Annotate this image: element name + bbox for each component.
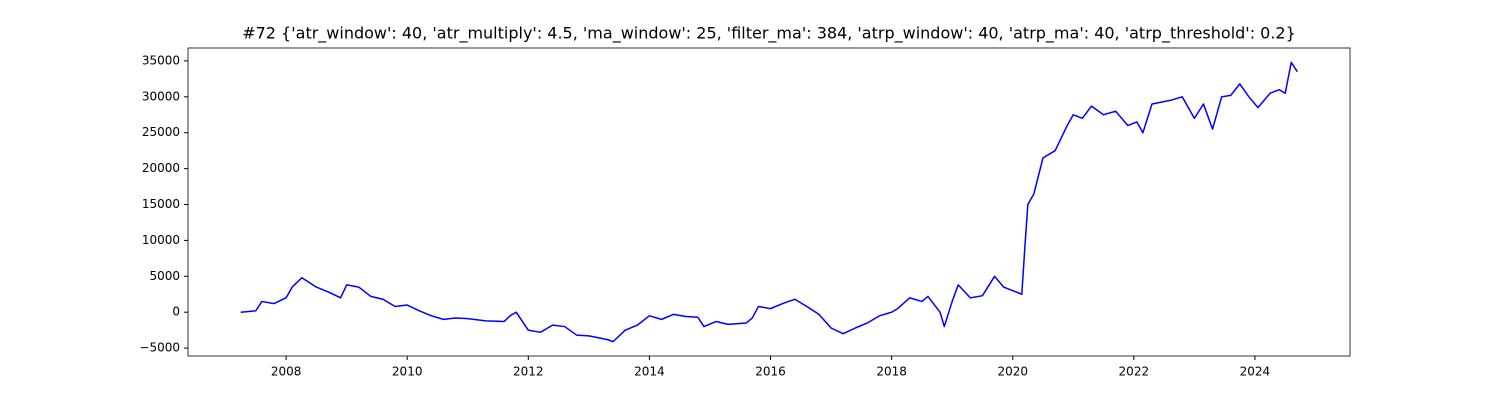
x-tick-label: 2014 [634, 365, 665, 379]
y-tick-label: 5000 [149, 269, 180, 283]
data-line [240, 61, 1298, 343]
x-tick-label: 2010 [392, 365, 423, 379]
y-tick-label: 20000 [142, 161, 180, 175]
x-tick-label: 2024 [1240, 365, 1271, 379]
y-tick-label: −5000 [139, 341, 180, 355]
y-tick-label: 30000 [142, 89, 180, 103]
y-tick-label: 10000 [142, 233, 180, 247]
x-tick-label: 2016 [755, 365, 786, 379]
y-tick-label: 25000 [142, 125, 180, 139]
plot-frame [187, 47, 1351, 357]
x-tick-label: 2018 [876, 365, 907, 379]
x-tick-label: 2022 [1119, 365, 1150, 379]
chart-title: #72 {'atr_window': 40, 'atr_multiply': 4… [242, 24, 1296, 44]
y-tick-label: 0 [172, 305, 180, 319]
x-tick-label: 2008 [271, 365, 302, 379]
y-tick-label: 15000 [142, 197, 180, 211]
x-tick-label: 2012 [513, 365, 544, 379]
x-tick-label: 2020 [997, 365, 1028, 379]
y-tick-label: 35000 [142, 53, 180, 67]
